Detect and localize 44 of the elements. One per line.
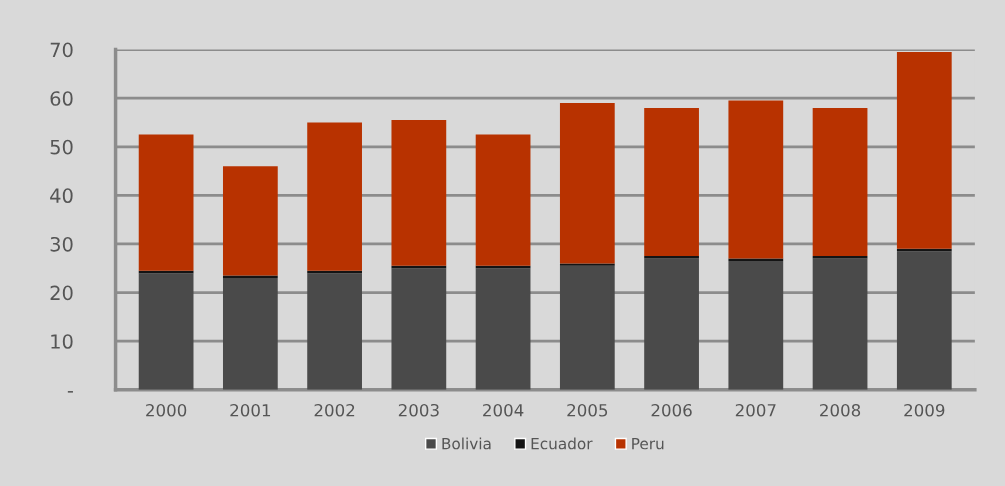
y-tick-label: 60 [50,91,73,106]
y-tick-label: 30 [50,236,73,252]
bar [644,258,699,390]
bar [644,256,699,259]
bar [812,107,868,257]
bar [222,277,278,390]
legend-label: Bolivia [442,437,491,450]
y-tick-label: 10 [51,334,73,349]
bar [138,134,194,271]
bar [896,251,952,390]
x-tick-label: 2000 [146,403,187,417]
legend-label: Peru [632,438,664,450]
x-tick-label: 2003 [398,403,439,417]
bar [812,258,868,390]
x-tick-label: 2001 [230,403,271,417]
bar [475,134,531,266]
bar [812,256,868,259]
x-tick-label: 2009 [904,403,945,417]
bar [222,166,278,276]
bar [728,260,784,390]
y-tick-label: 70 [50,42,73,58]
bar [307,122,362,271]
bar [475,268,531,390]
bar [138,273,194,390]
y-tick-label: - [67,391,73,393]
x-tick-label: 2004 [483,403,524,417]
bar [391,120,447,266]
x-tick-label: 2007 [735,403,776,417]
x-tick-label: 2008 [820,403,861,417]
y-tick-label: 20 [50,285,73,301]
bar [896,52,952,249]
y-tick-label: 50 [50,139,73,155]
bar [644,107,699,257]
y-tick-label: 40 [50,188,73,204]
bar [559,263,615,266]
legend-label: Ecuador [531,437,593,450]
bar [559,265,615,390]
x-tick-label: 2006 [651,403,692,417]
bar [391,268,447,390]
bar [559,103,615,264]
bar [307,273,362,390]
x-tick-label: 2002 [314,403,355,417]
x-tick-label: 2005 [567,403,608,417]
bar [728,100,784,259]
